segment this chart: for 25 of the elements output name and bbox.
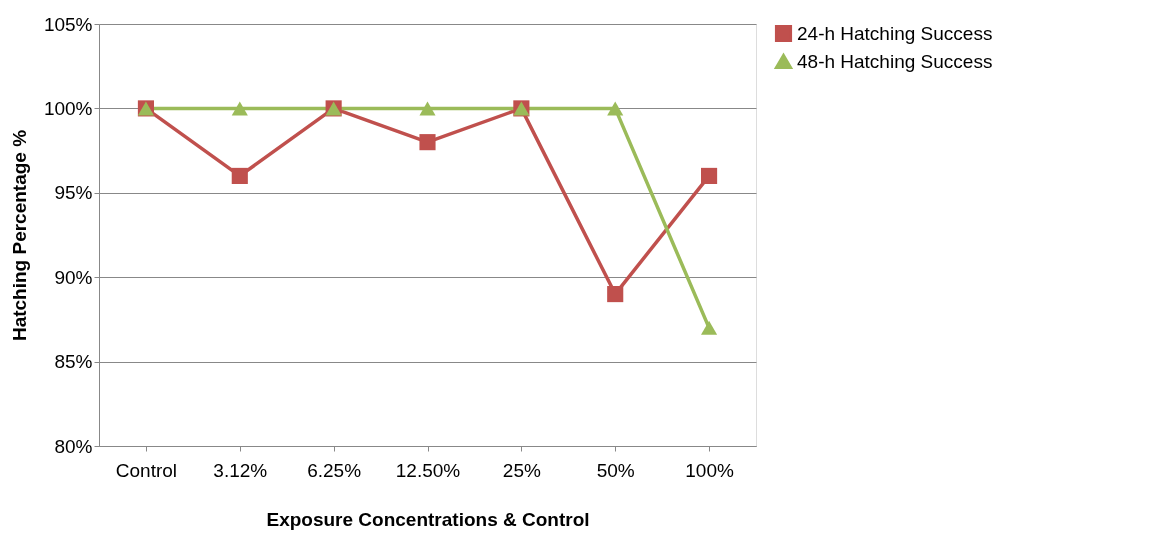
y-tick-label: 100% <box>43 97 93 119</box>
x-tick-label: 50% <box>596 459 635 481</box>
x-tick-label: 25% <box>502 459 541 481</box>
legend-label: 24-h Hatching Success <box>797 22 993 44</box>
x-tick-label: Control <box>115 459 178 481</box>
y-tick-label: 105% <box>43 13 93 35</box>
x-tick-label: 3.12% <box>213 459 268 481</box>
point <box>607 101 624 116</box>
point <box>607 286 624 303</box>
y-tick-label: 90% <box>54 266 93 288</box>
x-tick-label: 6.25% <box>307 459 362 481</box>
x-tick-label: 12.50% <box>395 459 461 481</box>
y-tick-label: 85% <box>54 351 93 373</box>
x-tick-label: 100% <box>685 459 734 481</box>
point <box>701 167 718 184</box>
y-axis-title: Hatching Percentage % <box>8 129 30 342</box>
point <box>701 320 718 335</box>
legend-label: 48-h Hatching Success <box>797 50 993 72</box>
point <box>419 134 436 151</box>
point <box>231 167 248 184</box>
x-axis-title: Exposure Concentrations & Control <box>266 508 590 530</box>
point <box>231 101 248 116</box>
y-tick-label: 80% <box>54 435 93 457</box>
point <box>419 101 436 116</box>
y-tick-label: 95% <box>54 182 93 204</box>
